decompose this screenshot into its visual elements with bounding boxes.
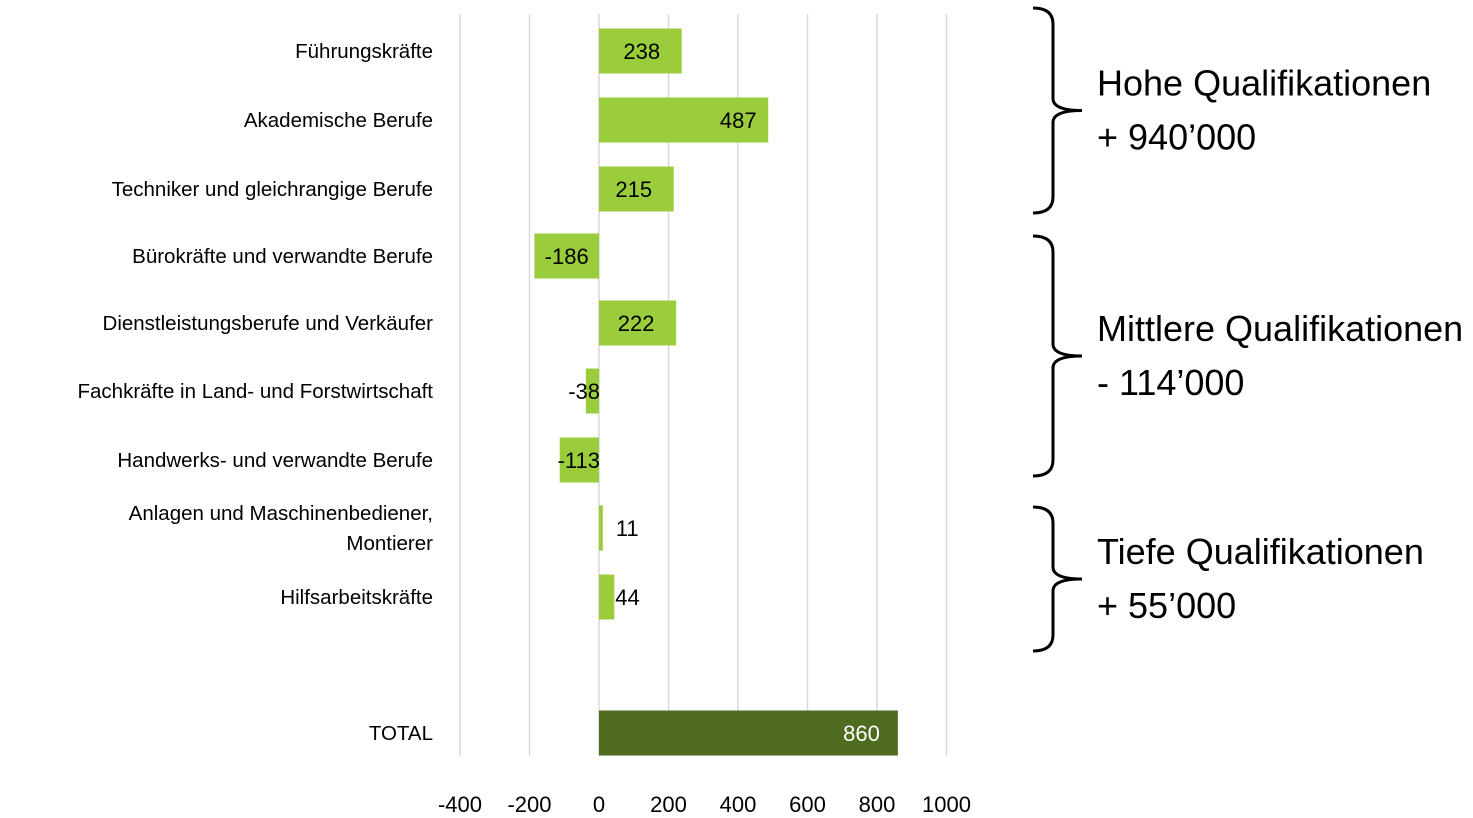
bar — [599, 505, 603, 551]
group-label: Mittlere Qualifikationen — [1097, 308, 1463, 349]
bar — [599, 28, 682, 74]
x-tick-label: 400 — [720, 792, 757, 817]
bar — [599, 574, 615, 620]
category-label: Akademische Berufe — [244, 109, 433, 132]
x-tick-label: 800 — [859, 792, 896, 817]
bar — [559, 437, 599, 483]
bar-value-label: 11 — [616, 516, 639, 541]
bar — [599, 97, 769, 143]
group-label: Tiefe Qualifikationen — [1097, 531, 1424, 572]
group-label: - 114’000 — [1097, 362, 1244, 403]
bar-value-label: 44 — [615, 585, 639, 610]
category-label: Techniker und gleichrangige Berufe — [112, 178, 433, 201]
category-label: Dienstleistungsberufe und Verkäufer — [103, 312, 434, 335]
bar — [585, 368, 599, 414]
curly-brace — [1032, 6, 1083, 215]
bars: 238 487 215 -186 222 -38 -113 11 44 860 — [534, 28, 898, 756]
x-axis-ticks: -400 -200 0 200 400 600 800 1000 — [438, 792, 971, 817]
bar-value-label: 215 — [615, 177, 652, 202]
bar-value-label: 238 — [623, 39, 660, 64]
x-tick-label: 600 — [789, 792, 826, 817]
bar-value-label: 487 — [720, 108, 757, 133]
x-tick-label: 0 — [593, 792, 605, 817]
category-label: Bürokräfte und verwandte Berufe — [132, 245, 433, 268]
bar-value-label: -38 — [568, 379, 600, 404]
category-label: Fachkräfte in Land- und Forstwirtschaft — [78, 380, 434, 403]
curly-brace — [1032, 505, 1083, 653]
total-value-label: 860 — [843, 721, 880, 746]
bar-value-label: 222 — [618, 311, 655, 336]
bar — [599, 166, 674, 212]
x-tick-label: 200 — [650, 792, 687, 817]
category-label: Montierer — [346, 532, 433, 555]
group-label: Hohe Qualifikationen — [1097, 63, 1431, 104]
bar-value-label: -113 — [558, 448, 600, 473]
x-tick-label: 1000 — [922, 792, 971, 817]
category-label: Führungskräfte — [295, 40, 433, 63]
category-label: Hilfsarbeitskräfte — [280, 586, 433, 609]
category-label: TOTAL — [369, 722, 433, 745]
bar-value-label: -186 — [545, 244, 589, 269]
x-tick-label: -400 — [438, 792, 482, 817]
bar — [534, 233, 599, 279]
category-label: Handwerks- und verwandte Berufe — [117, 449, 433, 472]
group-label: + 55’000 — [1097, 585, 1236, 626]
category-label: Anlagen und Maschinenbediener, — [129, 502, 433, 525]
x-tick-label: -200 — [507, 792, 551, 817]
curly-brace — [1032, 234, 1083, 478]
bar — [599, 300, 677, 346]
category-labels: Führungskräfte Akademische Berufe Technike… — [78, 40, 434, 745]
total-bar — [599, 710, 898, 756]
group-label: + 940’000 — [1097, 117, 1256, 158]
group-annotations: Hohe Qualifikationen + 940’000 Mittlere Q… — [1032, 6, 1463, 653]
